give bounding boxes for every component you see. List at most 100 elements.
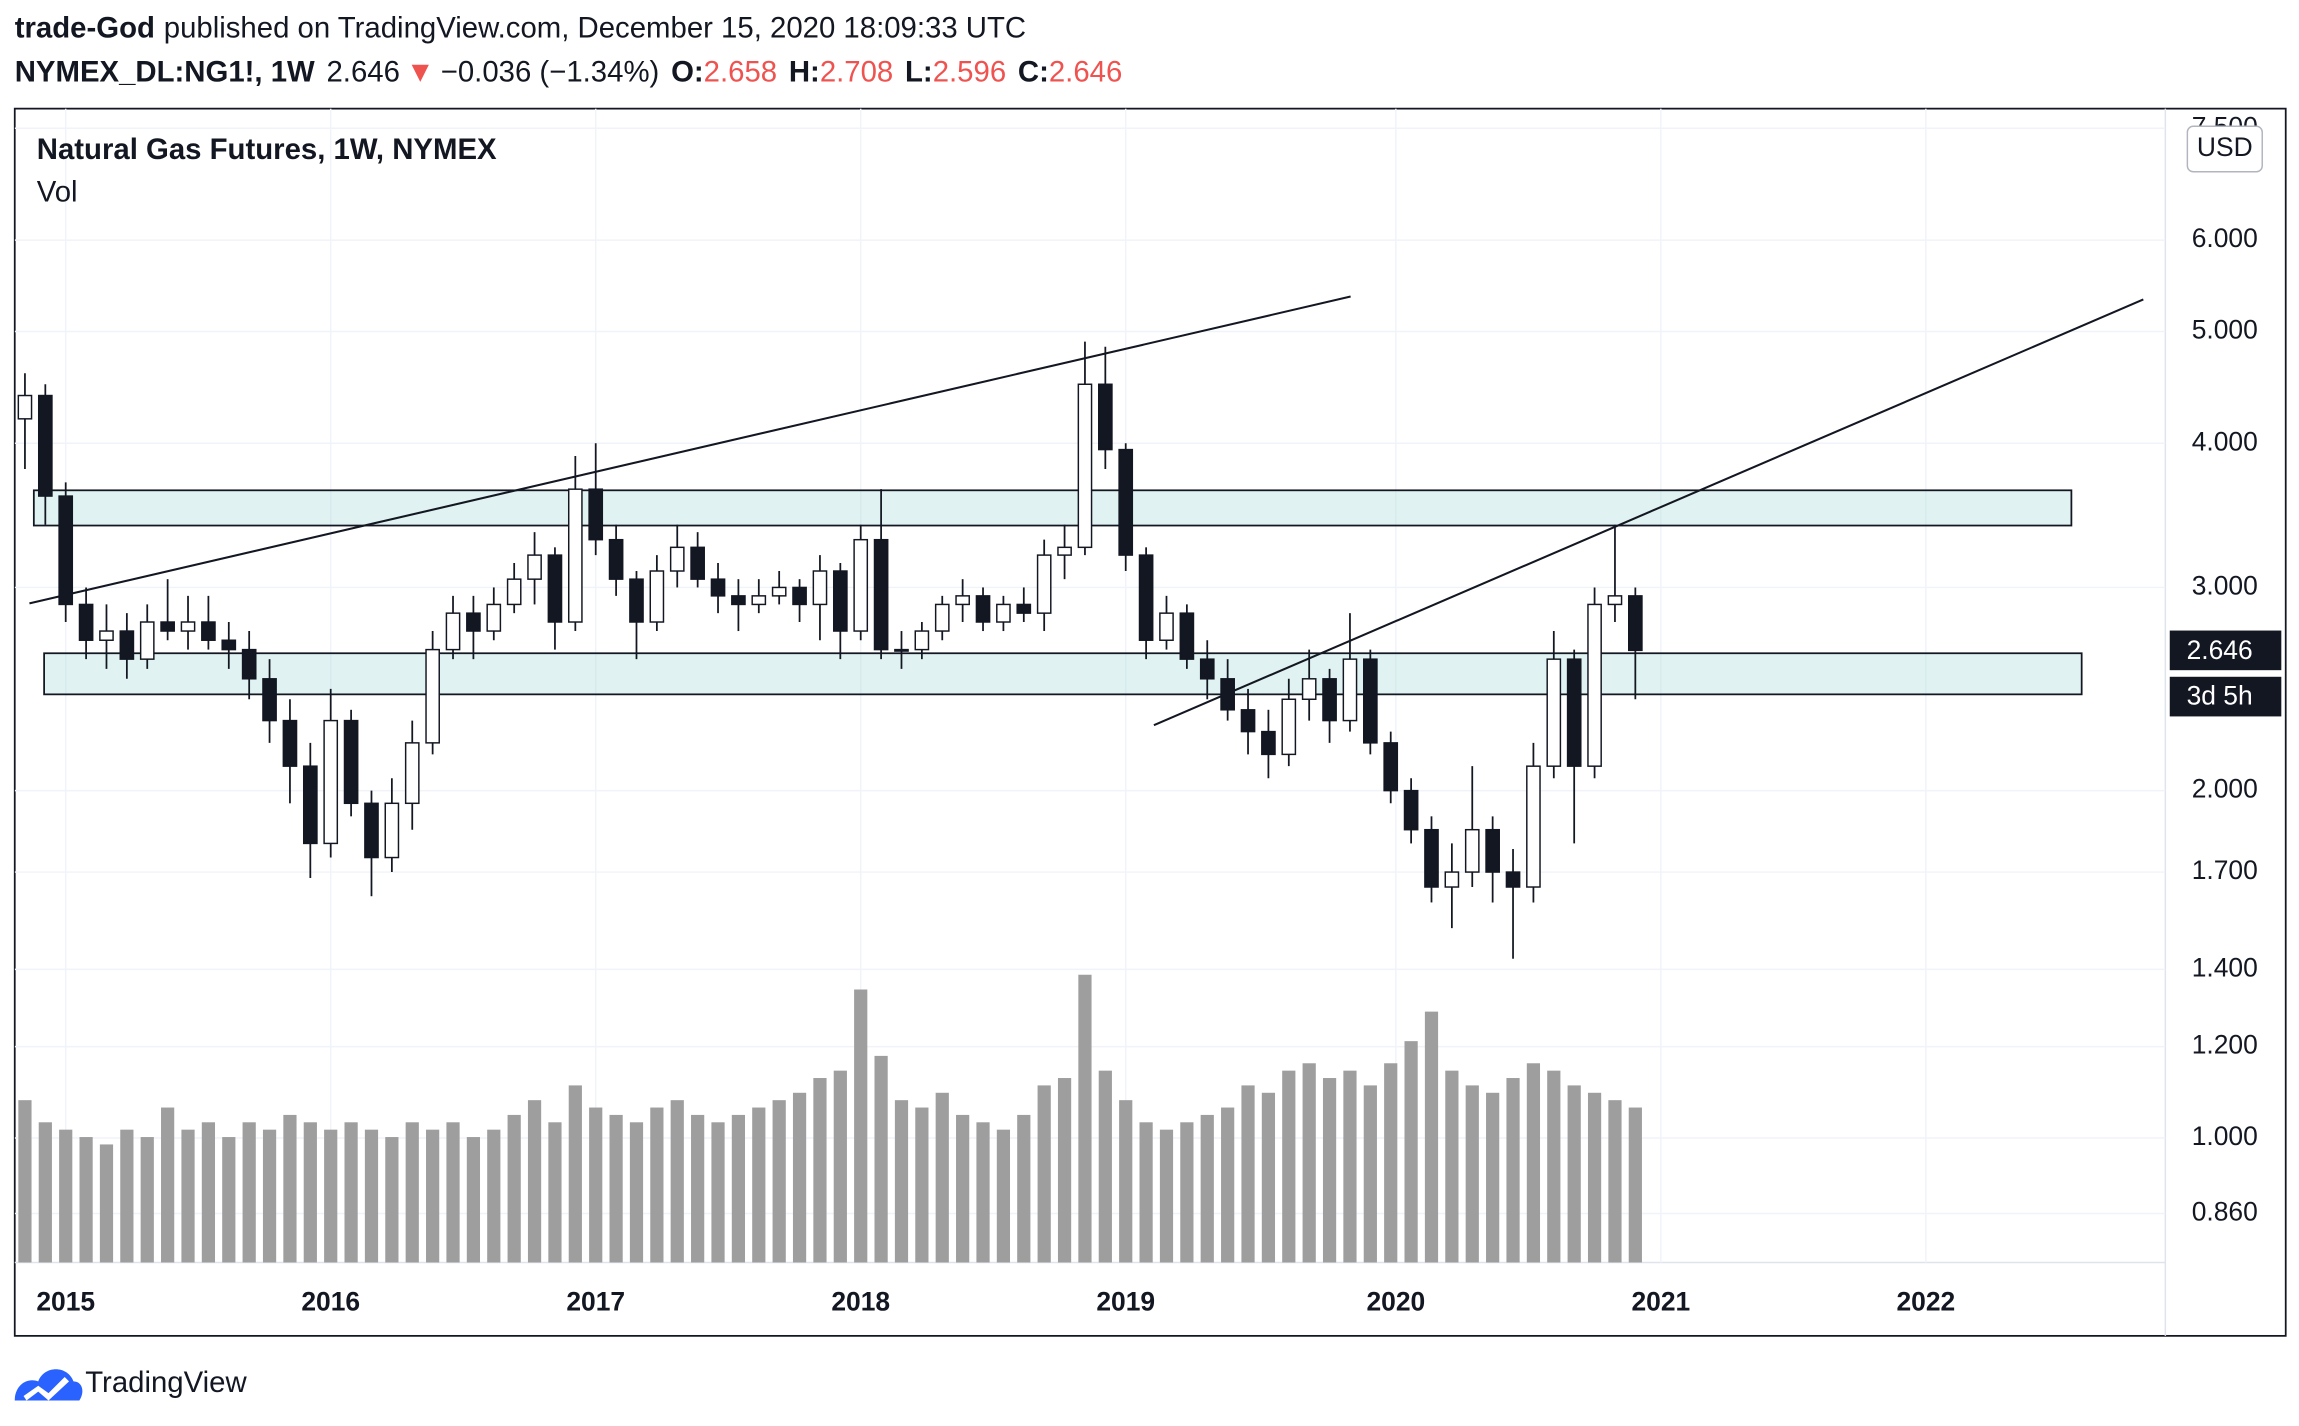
candle-body: [1526, 765, 1541, 888]
close-label: C:: [1018, 55, 1049, 88]
published: published on TradingView.com, December 1…: [164, 11, 1026, 44]
countdown-label: 3d 5h: [2187, 680, 2253, 710]
volume-bar: [813, 1078, 827, 1263]
volume-bar: [589, 1107, 603, 1263]
candle-body: [1362, 658, 1378, 744]
y-tick-label: 2.000: [2192, 774, 2258, 804]
volume-bar: [915, 1107, 929, 1263]
symbol: NYMEX_DL:NG1!, 1W: [15, 55, 315, 88]
candle-body: [1403, 789, 1419, 831]
candle-body: [1342, 658, 1358, 722]
volume-bar: [874, 1055, 888, 1263]
currency-button[interactable]: [2186, 125, 2263, 173]
volume-bar: [1628, 1107, 1642, 1263]
low: 2.596: [933, 55, 1006, 88]
volume-bar: [201, 1122, 216, 1263]
volume-bar: [568, 1085, 582, 1263]
support-zone: [43, 652, 2083, 696]
volume-bar: [1526, 1063, 1541, 1263]
candle-body: [1424, 828, 1439, 888]
candle-body: [119, 630, 135, 660]
candle-body: [955, 595, 970, 606]
volume-bar: [385, 1137, 399, 1263]
candle-body: [1628, 595, 1643, 652]
candle-body: [1444, 871, 1460, 888]
volume-bar: [691, 1114, 705, 1263]
x-tick-label: 2022: [1896, 1287, 1955, 1317]
volume-bar: [1445, 1070, 1459, 1263]
currency[interactable]: USD: [2197, 132, 2253, 162]
x-tick-label: 2020: [1366, 1287, 1425, 1317]
countdown-box: [2169, 676, 2282, 717]
last-price-label: 2.646: [2187, 635, 2253, 665]
candle-body: [1179, 612, 1195, 660]
volume-bar: [1608, 1100, 1622, 1263]
volume-bar: [99, 1144, 114, 1263]
volume-bar: [731, 1114, 746, 1263]
volume-bar: [670, 1100, 684, 1263]
volume-bar: [426, 1129, 440, 1263]
candle-body: [466, 612, 481, 632]
volume-bar: [1180, 1122, 1194, 1263]
candle-body: [201, 621, 216, 641]
volume-bar: [609, 1114, 623, 1263]
volume-bar: [364, 1129, 379, 1263]
candle-body: [221, 639, 237, 651]
volume-bar: [711, 1122, 725, 1263]
volume-bar: [344, 1122, 358, 1263]
candle-body: [832, 570, 848, 632]
candle-body: [608, 538, 624, 580]
open-label: O:: [671, 55, 704, 88]
trend-line: [29, 295, 1351, 605]
candle-body: [567, 488, 583, 623]
candle-body: [1036, 554, 1052, 614]
volume-pane: [18, 974, 1642, 1263]
volume-bar: [1302, 1063, 1316, 1263]
candle-body: [669, 546, 685, 572]
candle-body: [1546, 658, 1562, 767]
chart-title: Natural Gas Futures, 1W, NYMEX: [37, 133, 497, 166]
candle-body: [934, 603, 950, 632]
volume-bar: [405, 1122, 419, 1263]
candle-body: [853, 538, 869, 632]
candle-body: [1281, 698, 1297, 756]
trend-line: [1153, 298, 2144, 727]
candle-body: [262, 678, 277, 722]
candle-body: [160, 621, 175, 632]
candle-body: [323, 719, 339, 845]
candle-body: [1057, 546, 1072, 556]
volume-bar: [79, 1137, 93, 1263]
candle-body: [1383, 742, 1399, 792]
y-tick-label: 1.700: [2192, 855, 2258, 885]
candle-body: [751, 595, 767, 606]
volume-bar: [262, 1129, 277, 1263]
volume-bar: [1200, 1114, 1214, 1263]
candle-body: [58, 495, 74, 606]
volume-bar: [1587, 1092, 1602, 1263]
volume-bar: [548, 1122, 562, 1263]
candle-body: [914, 630, 930, 651]
last-price-box: [2169, 630, 2282, 671]
candle-body: [975, 595, 991, 623]
candle-body: [710, 578, 726, 597]
volume-bar: [446, 1122, 460, 1263]
volume-bar: [527, 1100, 542, 1263]
candle-body: [99, 630, 114, 641]
x-tick-label: 2016: [301, 1287, 360, 1317]
volume-bar: [956, 1114, 970, 1263]
candle-body: [1159, 612, 1174, 641]
x-tick-label: 2017: [566, 1287, 625, 1317]
volume-bar: [1547, 1070, 1561, 1263]
arrow: ▼: [406, 55, 435, 88]
volume-bar: [181, 1129, 195, 1263]
candle-body: [1240, 709, 1256, 733]
y-tick-label: 3.000: [2192, 570, 2258, 600]
volume-bar: [1486, 1092, 1500, 1263]
candle-body: [731, 595, 746, 606]
volume-bar: [303, 1122, 317, 1263]
candle-body: [1220, 678, 1235, 711]
candle-body: [486, 603, 502, 632]
candle-body: [527, 554, 542, 580]
